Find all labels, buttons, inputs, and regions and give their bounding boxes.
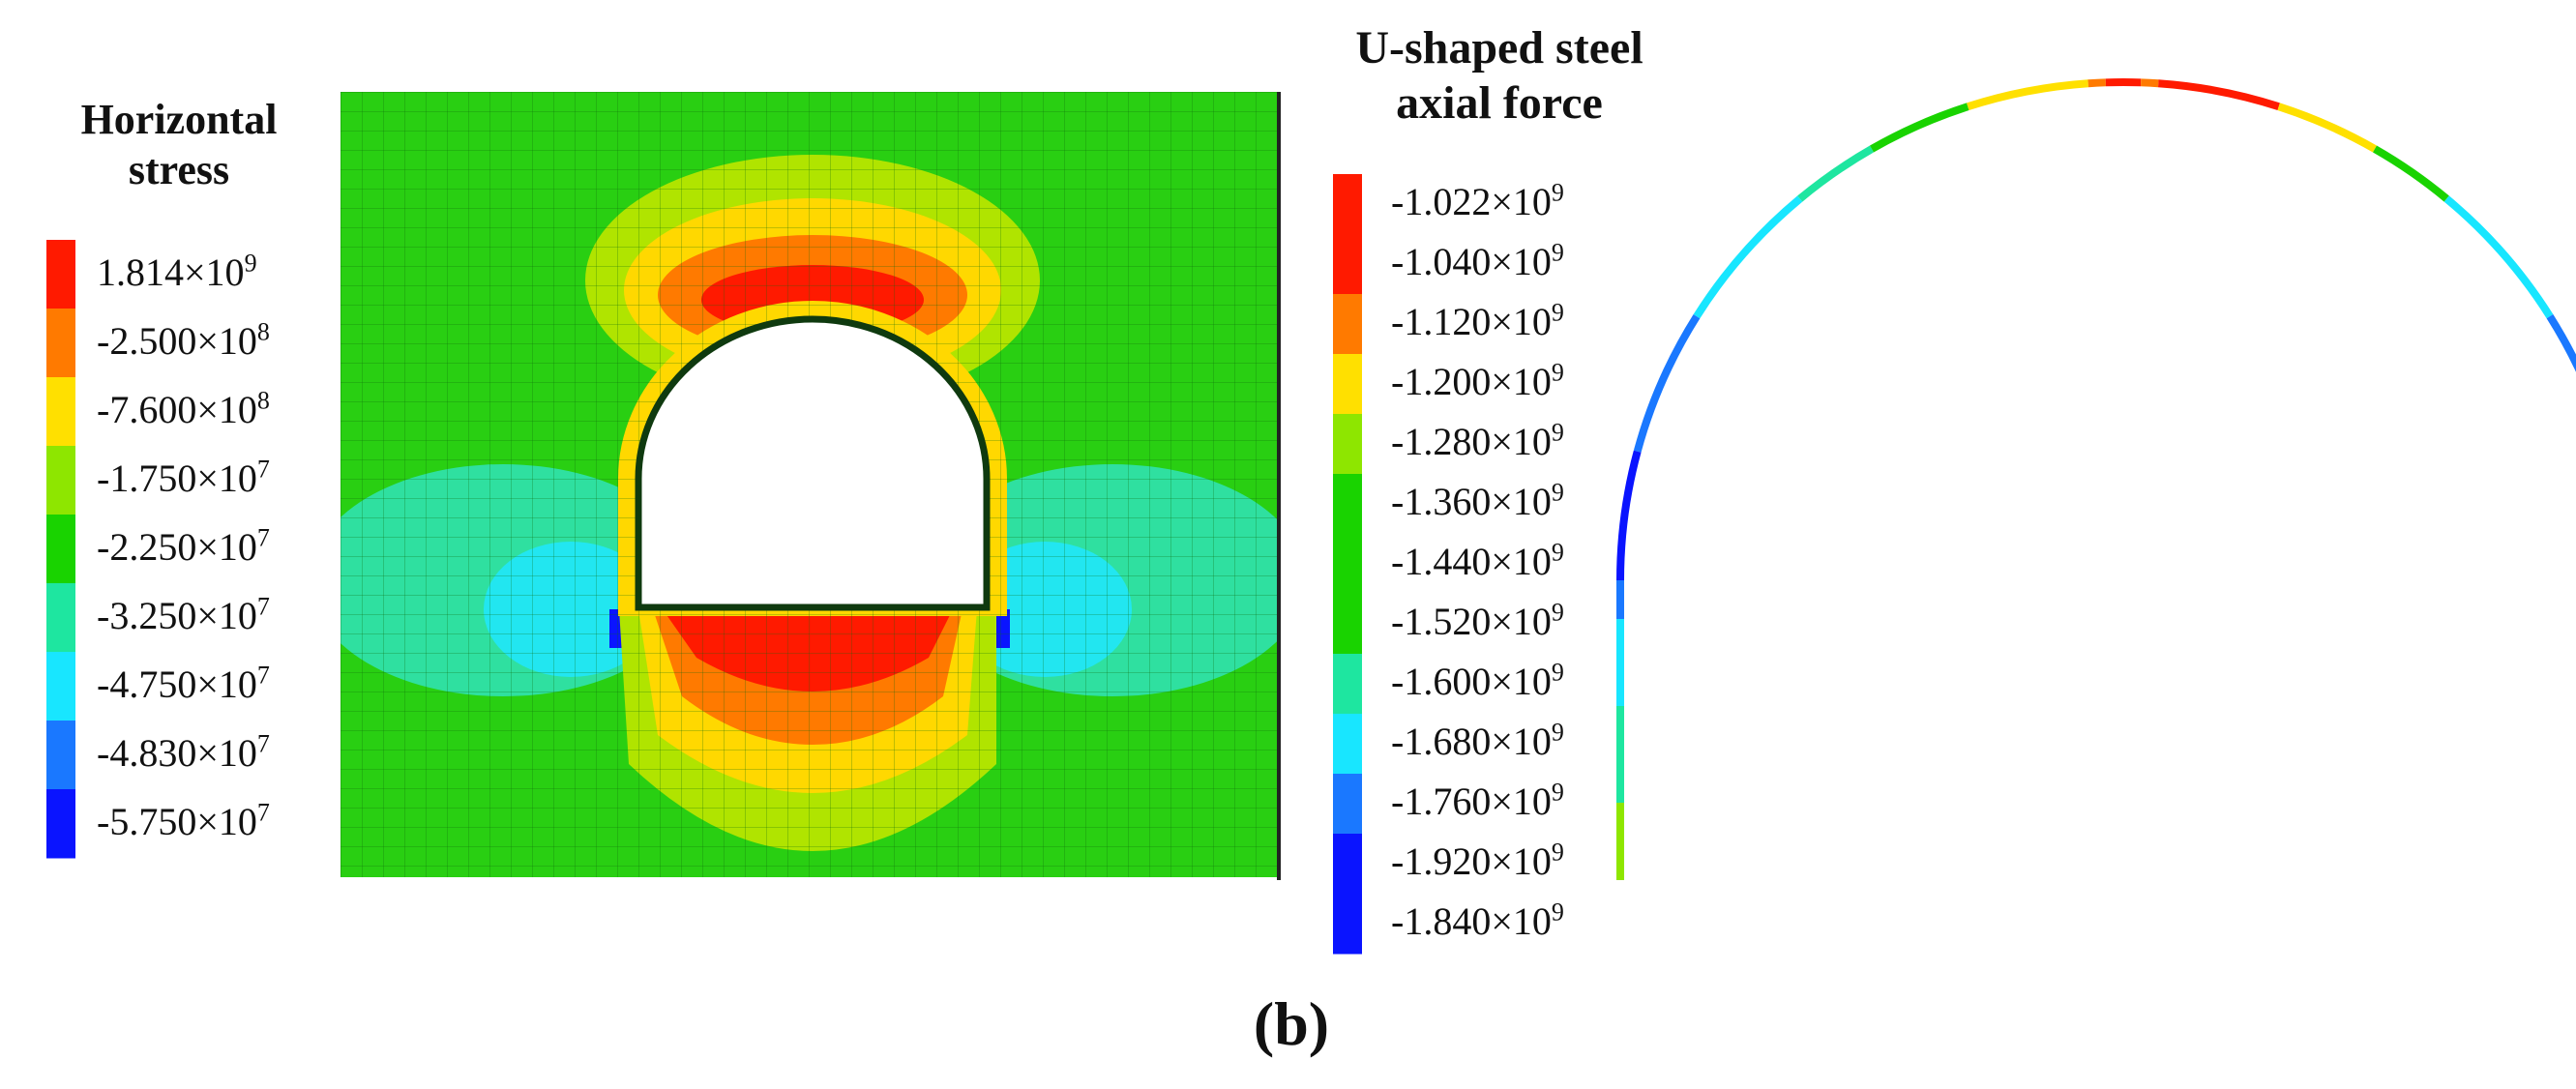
stress-legend-swatch: [46, 583, 75, 653]
stress-legend-label: -7.600×108: [97, 386, 270, 431]
axial-legend-swatch: [1333, 894, 1362, 955]
stress-legend-swatch: [46, 446, 75, 515]
axial-legend-swatch: [1333, 354, 1362, 415]
stress-legend-label: -3.250×107: [97, 592, 270, 637]
axial-legend-label: -1.760×109: [1391, 778, 1564, 823]
horizontal-stress-title: Horizontal stress: [39, 95, 319, 195]
title-line: axial force: [1396, 76, 1603, 129]
steel-arch-segment: [2087, 78, 2106, 88]
steel-arch-segment: [2277, 103, 2377, 153]
steel-arch-segment: [1633, 313, 1701, 453]
axial-legend-label: -1.022×109: [1391, 178, 1564, 223]
stress-legend-label: -1.750×107: [97, 455, 270, 500]
steel-arch-segment: [2373, 145, 2449, 202]
axial-force-title: U-shaped steel axial force: [1287, 21, 1712, 131]
title-line: U-shaped steel: [1355, 22, 1643, 74]
stress-legend-swatch: [46, 515, 75, 584]
axial-legend-swatch: [1333, 474, 1362, 535]
axial-legend-swatch: [1333, 774, 1362, 835]
steel-arch-segment: [2157, 79, 2280, 111]
axial-legend-label: -1.840×109: [1391, 898, 1564, 943]
axial-legend-label: -1.040×109: [1391, 238, 1564, 283]
axial-legend-label: -1.920×109: [1391, 838, 1564, 883]
steel-arch-segment: [1870, 103, 1969, 153]
axial-legend-swatch: [1333, 654, 1362, 715]
stress-legend-label: -2.500×108: [97, 317, 270, 363]
stress-legend-swatch: [46, 789, 75, 859]
axial-legend-swatch: [1333, 174, 1362, 235]
axial-legend-label: -1.360×109: [1391, 478, 1564, 523]
steel-arch-segment: [2546, 313, 2576, 372]
axial-legend-swatch: [1333, 834, 1362, 895]
axial-legend-swatch: [1333, 234, 1362, 295]
u-shaped-steel-support: [1616, 78, 2576, 880]
stress-legend-label: 1.814×109: [97, 249, 257, 294]
stress-legend-label: -5.750×107: [97, 798, 270, 843]
axial-legend-label: -1.520×109: [1391, 598, 1564, 643]
axial-legend-label: -1.280×109: [1391, 418, 1564, 463]
axial-legend-label: -1.120×109: [1391, 298, 1564, 343]
steel-arch-segment: [1967, 79, 2089, 111]
title-line: stress: [128, 145, 230, 193]
stress-legend-swatch: [46, 377, 75, 447]
tunnel-opening: [635, 315, 991, 611]
stress-legend-label: -2.250×107: [97, 523, 270, 569]
axial-legend-label: -1.200×109: [1391, 358, 1564, 403]
stress-legend-swatch: [46, 652, 75, 721]
axial-legend-label: -1.440×109: [1391, 538, 1564, 583]
axial-force-color-bar: [1333, 174, 1362, 955]
axial-legend-swatch: [1333, 414, 1362, 475]
horizontal-stress-color-bar: [46, 240, 75, 859]
stress-legend-swatch: [46, 721, 75, 790]
stress-legend-label: -4.750×107: [97, 661, 270, 706]
axial-legend-swatch: [1333, 594, 1362, 655]
axial-legend-swatch: [1333, 534, 1362, 595]
stress-contour-model: [341, 92, 1277, 877]
title-line: Horizontal: [80, 96, 278, 143]
steel-arch-segment: [1693, 195, 1803, 319]
axial-legend-swatch: [1333, 714, 1362, 775]
axial-legend-swatch: [1333, 294, 1362, 355]
stress-legend-swatch: [46, 309, 75, 378]
steel-arch-segment: [1616, 450, 1642, 581]
stress-legend-label: -4.830×107: [97, 729, 270, 775]
steel-arch-segment: [2443, 195, 2554, 319]
figure-caption: (b): [1253, 989, 1330, 1058]
steel-arch-segment: [1797, 145, 1874, 202]
axial-legend-label: -1.680×109: [1391, 718, 1564, 763]
axial-legend-label: -1.600×109: [1391, 658, 1564, 703]
stress-legend-swatch: [46, 240, 75, 309]
steel-arch-segment: [2141, 78, 2159, 88]
